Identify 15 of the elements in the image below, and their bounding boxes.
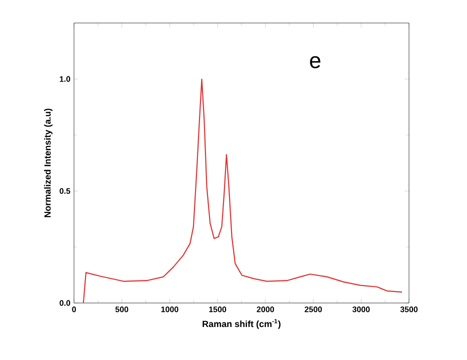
x-tick-label: 1000 [161, 306, 178, 312]
x-tick-label: 500 [115, 306, 128, 312]
x-tick-label: 2500 [304, 306, 322, 312]
y-axis-title: Normalized Intensity (a.u) [44, 108, 52, 218]
annotation: e [310, 56, 320, 68]
y-tick-label: 1.0 [60, 76, 70, 82]
x-tick-label: 3000 [352, 306, 370, 312]
x-tick-label: 0 [72, 306, 76, 312]
x-axis-title: Raman shift (cm$^{-1}$) [202, 319, 280, 329]
y-tick-label: 0.0 [60, 300, 70, 306]
y-tick-label: 0.5 [60, 188, 70, 194]
x-tick-label: 3500 [400, 306, 418, 312]
x-tick-label: 2000 [256, 306, 274, 312]
line-series [82, 78, 403, 303]
x-tick-label: 1500 [209, 306, 226, 312]
